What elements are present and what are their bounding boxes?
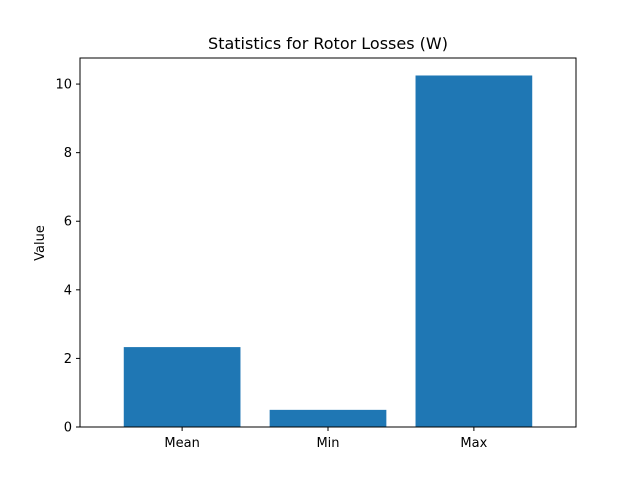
y-axis-ticks: 0 2 4 6 8 10 [55, 78, 80, 436]
x-axis-ticks: Mean Min Max [164, 427, 488, 451]
y-axis-label: Value [33, 225, 48, 261]
plot-frame [79, 57, 577, 428]
y-tick-label: 10 [55, 78, 72, 93]
y-tick-label: 2 [64, 352, 72, 367]
y-tick-label: 6 [64, 215, 72, 230]
y-tick-label: 0 [64, 421, 72, 436]
bars-group [123, 75, 533, 427]
bar-mean [123, 347, 241, 427]
y-tick-label: 4 [64, 283, 72, 298]
chart-title: Statistics for Rotor Losses (W) [208, 34, 448, 53]
x-tick-label: Min [316, 436, 339, 451]
y-tick-label: 8 [64, 146, 72, 161]
x-tick-label: Max [460, 436, 487, 451]
bar-min [269, 409, 387, 427]
x-tick-label: Mean [164, 436, 199, 451]
bar-max [415, 75, 533, 427]
